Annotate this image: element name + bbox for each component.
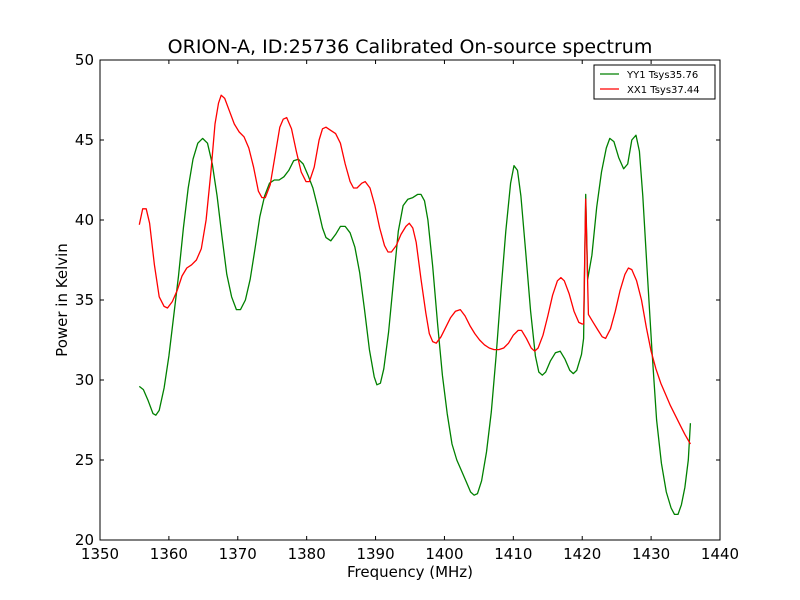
- y-tick-label: 30: [75, 371, 94, 389]
- x-tick-label: 1400: [425, 545, 463, 563]
- x-tick-label: 1380: [288, 545, 326, 563]
- x-tick-label: 1350: [81, 545, 119, 563]
- y-tick-label: 45: [75, 131, 94, 149]
- x-tick-label: 1370: [219, 545, 257, 563]
- legend-label-yy1: YY1 Tsys35.76: [626, 70, 698, 81]
- legend: YY1 Tsys35.76 XX1 Tsys37.44: [593, 64, 716, 100]
- x-tick-label: 1430: [632, 545, 670, 563]
- y-tick-label: 20: [75, 531, 94, 549]
- y-tick-label: 50: [75, 51, 94, 69]
- x-axis-ticks: 1350 1360 1370 1380 1390 1400 1410 1420 1430 1440: [81, 60, 739, 563]
- series-layer: [138, 94, 692, 516]
- x-tick-label: 1440: [701, 545, 739, 563]
- y-tick-label: 40: [75, 211, 94, 229]
- x-axis-label: Frequency (MHz): [347, 563, 473, 581]
- legend-box: [593, 64, 716, 100]
- x-tick-label: 1410: [494, 545, 532, 563]
- series-line-xx1: [138, 94, 691, 445]
- chart-title: ORION-A, ID:25736 Calibrated On-source s…: [168, 36, 653, 58]
- y-axis-ticks: 20 25 30 35 40 45 50: [75, 51, 720, 549]
- plot-area: [100, 60, 720, 540]
- legend-label-xx1: XX1 Tsys37.44: [627, 85, 700, 96]
- y-axis-label: Power in Kelvin: [53, 243, 71, 357]
- y-tick-label: 25: [75, 451, 94, 469]
- x-tick-label: 1360: [150, 545, 188, 563]
- series-line-yy1: [138, 134, 692, 516]
- y-tick-label: 35: [75, 291, 94, 309]
- x-tick-label: 1420: [563, 545, 601, 563]
- x-tick-label: 1390: [356, 545, 394, 563]
